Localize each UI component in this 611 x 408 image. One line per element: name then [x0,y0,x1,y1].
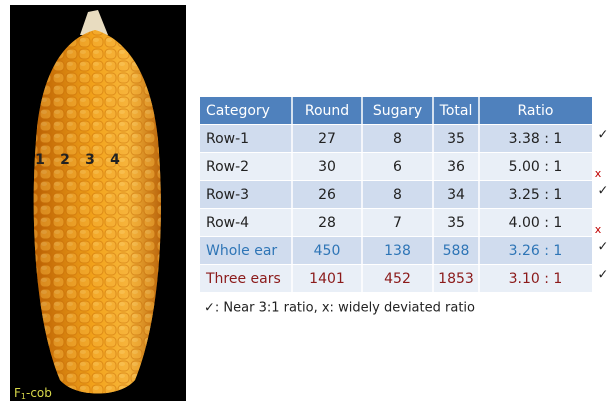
result-mark: ✓ [598,239,609,254]
table-cell: 138 [384,243,411,259]
table-cell: 35 [447,215,465,231]
table-cell: 3.25 : 1 [509,187,563,203]
image-caption: F1-cob [14,386,52,401]
table-cell: 35 [447,131,465,147]
table-cell: 3.38 : 1 [509,131,563,147]
header-cell: Ratio [518,103,554,119]
table-cell: Row-2 [206,159,249,175]
table-cell: Row-3 [206,187,249,203]
table-cell: 588 [443,243,470,259]
table-cell: 34 [447,187,465,203]
table-cell: 452 [384,271,411,287]
result-mark: x [595,167,602,180]
header-cell: Total [439,103,473,119]
caption-rest: -cob [26,386,52,400]
table-cell: 3.10 : 1 [509,271,563,287]
table-cell: 28 [318,215,336,231]
table-cell: 4.00 : 1 [509,215,563,231]
header-cell: Category [206,103,270,119]
result-mark: ✓ [598,267,609,282]
slide: 1234 F1-cob CategoryRoundSugaryTotalRati… [0,0,611,404]
table-cell: Three ears [205,271,281,287]
table-cell: 27 [318,131,336,147]
table-cell: 36 [447,159,465,175]
table-cell: Row-1 [206,131,249,147]
table-cell: 26 [318,187,336,203]
table-cell: 30 [318,159,336,175]
footnote: ✓: Near 3:1 ratio, x: widely deviated ra… [204,301,475,316]
row-label: 1 [35,152,45,168]
table-cell: Row-4 [206,215,249,231]
table-cell: 5.00 : 1 [509,159,563,175]
table-cell: 8 [393,131,402,147]
row-label: 2 [60,152,70,168]
result-mark: ✓ [598,127,609,142]
result-mark: ✓ [598,183,609,198]
table-cell: 7 [393,215,402,231]
row-label: 3 [85,152,95,168]
table-cell: 3.26 : 1 [509,243,563,259]
table: Category Round Sugary Total Ratio Row-1 27 8 35 3… [200,97,608,293]
table-cell: 8 [393,187,402,203]
row-label: 4 [110,152,120,168]
table-cell: 1853 [438,271,474,287]
table-cell: 6 [393,159,402,175]
table-cell: Whole ear [206,243,277,259]
result-mark: x [595,223,602,236]
table-cell: 450 [314,243,341,259]
header-cell: Round [305,103,349,119]
header-cell: Sugary [373,103,422,119]
table-cell: 1401 [309,271,345,287]
